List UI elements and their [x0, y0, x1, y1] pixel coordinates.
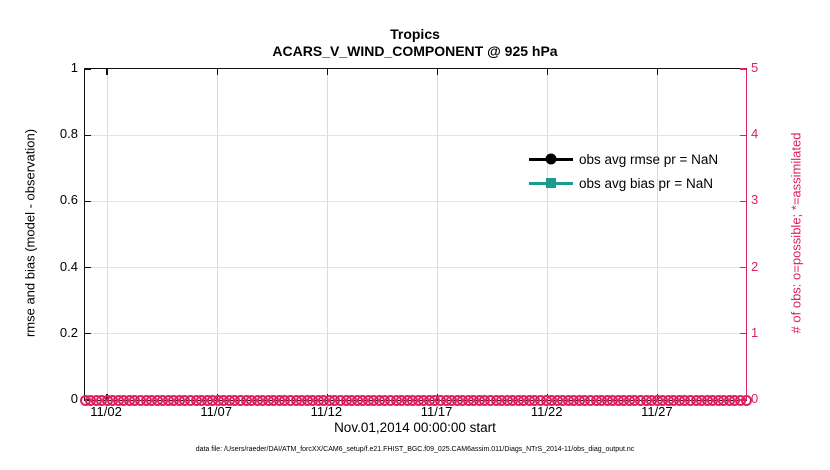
y-tick-mark-right: [740, 267, 746, 269]
y-tick-mark-right: [740, 200, 746, 202]
data-file-caption: data file: /Users/raeder/DAI/ATM_forcXX/…: [195, 446, 635, 453]
y-tick-label-left: 0.6: [59, 192, 78, 208]
y-tick-label-left: 1: [70, 60, 78, 75]
y-tick-label-right: 0: [751, 391, 759, 406]
y-tick-label-right: 3: [751, 192, 759, 208]
y-tick-label-left: 0: [70, 391, 78, 406]
x-tick-mark-top: [216, 69, 218, 75]
legend-line-sample: [529, 178, 573, 188]
vertical-gridline: [216, 69, 218, 400]
vertical-gridline: [326, 69, 328, 400]
x-axis-label: Nov.01,2014 00:00:00 start: [334, 420, 496, 435]
y-tick-label-left: 0.8: [59, 126, 78, 142]
y-tick-label-right: 5: [751, 60, 759, 75]
x-tick-mark-top: [657, 69, 659, 75]
chart-subtitle: ACARS_V_WIND_COMPONENT @ 925 hPa: [272, 43, 558, 59]
y-tick-mark-right: [740, 68, 746, 70]
legend-item: obs avg bias pr = NaN: [529, 171, 718, 195]
legend: obs avg rmse pr = NaN obs avg bias pr = N…: [529, 147, 718, 195]
x-tick-label: 11/02: [90, 404, 122, 419]
y-tick-label-left: 0.4: [59, 258, 78, 274]
vertical-gridline: [547, 69, 549, 400]
horizontal-gridline: [85, 200, 746, 202]
obs-possible-marker: [740, 394, 752, 406]
x-tick-label: 11/12: [310, 404, 343, 419]
x-tick-mark-top: [547, 69, 549, 75]
horizontal-gridline: [85, 333, 746, 335]
legend-circle-marker: [545, 153, 557, 165]
y-tick-label-right: 1: [751, 324, 759, 340]
x-tick-label: 11/07: [200, 404, 232, 419]
y-tick-label-left: 0.2: [59, 324, 78, 340]
legend-item: obs avg rmse pr = NaN: [529, 147, 718, 171]
vertical-gridline: [106, 69, 108, 400]
y-tick-label-right: 2: [751, 258, 759, 274]
y-tick-mark-left: [85, 333, 91, 335]
plot-area: obs avg rmse pr = NaN obs avg bias pr = N…: [79, 68, 752, 406]
right-axis-label: # of obs: o=possible; *=assimilated: [788, 132, 804, 334]
y-tick-label-right: 4: [751, 126, 759, 142]
x-tick-mark-top: [436, 69, 439, 75]
x-tick-mark-top: [106, 69, 108, 75]
legend-label: obs avg bias pr = NaN: [579, 175, 713, 191]
x-tick-label: 11/22: [530, 404, 563, 419]
legend-square-marker: [546, 178, 556, 188]
y-tick-mark-left: [85, 267, 91, 269]
legend-label: obs avg rmse pr = NaN: [579, 151, 719, 167]
vertical-gridline: [437, 69, 439, 400]
x-tick-mark-top: [326, 69, 328, 75]
horizontal-gridline: [85, 267, 746, 269]
legend-line-sample: [529, 153, 573, 165]
vertical-gridline: [657, 69, 659, 400]
y-tick-mark-left: [85, 134, 91, 136]
y-tick-mark-right: [740, 333, 746, 335]
y-tick-mark-left: [85, 68, 91, 70]
x-tick-label: 11/17: [420, 404, 453, 419]
horizontal-gridline: [85, 134, 746, 136]
y-tick-mark-right: [740, 134, 746, 136]
chart-title: Tropics: [390, 26, 440, 42]
x-tick-label: 11/27: [641, 404, 673, 419]
y-tick-mark-left: [85, 200, 91, 202]
left-axis-label: rmse and bias (model - observation): [22, 128, 38, 338]
